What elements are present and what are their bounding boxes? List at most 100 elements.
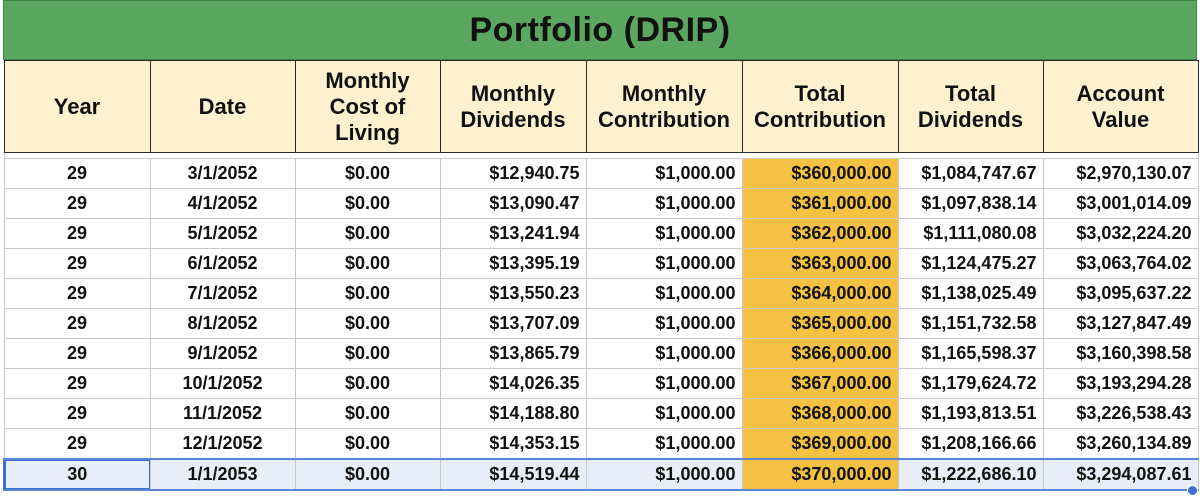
cell-date[interactable]: 12/1/2052 [149,428,296,460]
cell-monthly-dividends[interactable]: $14,353.15 [439,428,587,460]
cell-account-value[interactable]: $3,160,398.58 [1042,338,1199,369]
cell-monthly-contribution[interactable]: $1,000.00 [585,308,743,339]
cell-monthly-dividends[interactable]: $13,865.79 [439,338,587,369]
cell-total-contribution[interactable]: $366,000.00 [741,338,899,369]
cell-monthly-cost-of-living[interactable]: $0.00 [294,338,441,369]
cell-date[interactable]: 1/1/2053 [149,458,296,491]
cell-total-dividends[interactable]: $1,124,475.27 [897,248,1044,279]
cell-year[interactable]: 30 [3,458,151,491]
cell-date[interactable]: 9/1/2052 [149,338,296,369]
header-monthly-cost-of-living[interactable]: Monthly Cost of Living [294,60,441,153]
cell-year[interactable]: 29 [3,338,151,369]
cell-date[interactable]: 10/1/2052 [149,368,296,399]
cell-monthly-dividends[interactable]: $13,707.09 [439,308,587,339]
cell-account-value[interactable]: $3,001,014.09 [1042,188,1199,219]
cell-total-dividends[interactable]: $1,084,747.67 [897,158,1044,189]
cell-total-contribution[interactable]: $370,000.00 [741,458,899,491]
cell-total-dividends[interactable]: $1,151,732.58 [897,308,1044,339]
header-monthly-contribution[interactable]: Monthly Contribution [585,60,743,153]
selection-fill-handle[interactable] [1187,485,1198,496]
cell-year[interactable]: 29 [3,398,151,429]
cell-account-value[interactable]: $3,032,224.20 [1042,218,1199,249]
cell-monthly-contribution[interactable]: $1,000.00 [585,278,743,309]
cell-total-contribution[interactable]: $365,000.00 [741,308,899,339]
cell-total-contribution[interactable]: $367,000.00 [741,368,899,399]
cell-year[interactable]: 29 [3,278,151,309]
header-total-dividends[interactable]: Total Dividends [897,60,1044,153]
cell-total-dividends[interactable]: $1,208,166.66 [897,428,1044,460]
cell-monthly-contribution[interactable]: $1,000.00 [585,458,743,491]
header-account-value[interactable]: Account Value [1042,60,1199,153]
cell-total-contribution[interactable]: $360,000.00 [741,158,899,189]
cell-monthly-contribution[interactable]: $1,000.00 [585,398,743,429]
cell-monthly-cost-of-living[interactable]: $0.00 [294,248,441,279]
cell-monthly-dividends[interactable]: $13,395.19 [439,248,587,279]
table-row[interactable]: 29 6/1/2052 $0.00 $13,395.19 $1,000.00 $363,0… [3,248,1199,279]
cell-total-contribution[interactable]: $363,000.00 [741,248,899,279]
cell-monthly-dividends[interactable]: $14,188.80 [439,398,587,429]
cell-monthly-dividends[interactable]: $13,241.94 [439,218,587,249]
cell-year[interactable]: 29 [3,158,151,189]
cell-total-dividends[interactable]: $1,138,025.49 [897,278,1044,309]
cell-monthly-cost-of-living[interactable]: $0.00 [294,398,441,429]
cell-monthly-cost-of-living[interactable]: $0.00 [294,308,441,339]
table-row[interactable]: 29 12/1/2052 $0.00 $14,353.15 $1,000.00 $369,… [3,428,1199,460]
cell-total-dividends[interactable]: $1,222,686.10 [897,458,1044,491]
table-row[interactable]: 29 4/1/2052 $0.00 $13,090.47 $1,000.00 $361,0… [3,188,1199,219]
table-row[interactable]: 29 3/1/2052 $0.00 $12,940.75 $1,000.00 $360,0… [3,158,1199,189]
cell-total-dividends[interactable]: $1,179,624.72 [897,368,1044,399]
cell-account-value[interactable]: $3,260,134.89 [1042,428,1199,460]
cell-year[interactable]: 29 [3,248,151,279]
cell-account-value[interactable]: $3,294,087.61 [1042,458,1199,491]
cell-date[interactable]: 5/1/2052 [149,218,296,249]
cell-monthly-contribution[interactable]: $1,000.00 [585,338,743,369]
cell-total-dividends[interactable]: $1,097,838.14 [897,188,1044,219]
header-date[interactable]: Date [149,60,296,153]
table-row[interactable]: 29 11/1/2052 $0.00 $14,188.80 $1,000.00 $368,… [3,398,1199,429]
cell-account-value[interactable]: $3,127,847.49 [1042,308,1199,339]
table-row[interactable]: 29 5/1/2052 $0.00 $13,241.94 $1,000.00 $362,0… [3,218,1199,249]
table-row[interactable]: 29 10/1/2052 $0.00 $14,026.35 $1,000.00 $367,… [3,368,1199,399]
cell-account-value[interactable]: $3,226,538.43 [1042,398,1199,429]
cell-monthly-cost-of-living[interactable]: $0.00 [294,458,441,491]
cell-monthly-dividends[interactable]: $13,550.23 [439,278,587,309]
cell-total-dividends[interactable]: $1,165,598.37 [897,338,1044,369]
cell-account-value[interactable]: $3,193,294.28 [1042,368,1199,399]
cell-monthly-cost-of-living[interactable]: $0.00 [294,368,441,399]
cell-year[interactable]: 29 [3,428,151,460]
header-monthly-dividends[interactable]: Monthly Dividends [439,60,587,153]
cell-monthly-cost-of-living[interactable]: $0.00 [294,158,441,189]
cell-date[interactable]: 7/1/2052 [149,278,296,309]
cell-monthly-dividends[interactable]: $14,026.35 [439,368,587,399]
cell-total-contribution[interactable]: $369,000.00 [741,428,899,460]
cell-monthly-cost-of-living[interactable]: $0.00 [294,218,441,249]
table-row[interactable]: 29 8/1/2052 $0.00 $13,707.09 $1,000.00 $365,0… [3,308,1199,339]
cell-date[interactable]: 4/1/2052 [149,188,296,219]
cell-total-dividends[interactable]: $1,111,080.08 [897,218,1044,249]
table-row[interactable]: 29 9/1/2052 $0.00 $13,865.79 $1,000.00 $366,0… [3,338,1199,369]
cell-monthly-contribution[interactable]: $1,000.00 [585,248,743,279]
cell-total-contribution[interactable]: $361,000.00 [741,188,899,219]
cell-monthly-contribution[interactable]: $1,000.00 [585,158,743,189]
title-bar[interactable]: Portfolio (DRIP) [3,0,1197,60]
cell-total-contribution[interactable]: $368,000.00 [741,398,899,429]
cell-monthly-contribution[interactable]: $1,000.00 [585,368,743,399]
cell-year[interactable]: 29 [3,308,151,339]
cell-monthly-dividends[interactable]: $12,940.75 [439,158,587,189]
cell-year[interactable]: 29 [3,218,151,249]
cell-monthly-dividends[interactable]: $14,519.44 [439,458,587,491]
cell-date[interactable]: 3/1/2052 [149,158,296,189]
table-row[interactable]: 30 1/1/2053 $0.00 $14,519.44 $1,000.00 $370,0… [3,458,1199,491]
cell-monthly-cost-of-living[interactable]: $0.00 [294,278,441,309]
cell-monthly-contribution[interactable]: $1,000.00 [585,218,743,249]
cell-year[interactable]: 29 [3,188,151,219]
cell-year[interactable]: 29 [3,368,151,399]
cell-monthly-dividends[interactable]: $13,090.47 [439,188,587,219]
cell-account-value[interactable]: $3,095,637.22 [1042,278,1199,309]
cell-total-contribution[interactable]: $362,000.00 [741,218,899,249]
header-total-contribution[interactable]: Total Contribution [741,60,899,153]
cell-date[interactable]: 6/1/2052 [149,248,296,279]
cell-total-contribution[interactable]: $364,000.00 [741,278,899,309]
cell-monthly-contribution[interactable]: $1,000.00 [585,188,743,219]
cell-monthly-contribution[interactable]: $1,000.00 [585,428,743,460]
